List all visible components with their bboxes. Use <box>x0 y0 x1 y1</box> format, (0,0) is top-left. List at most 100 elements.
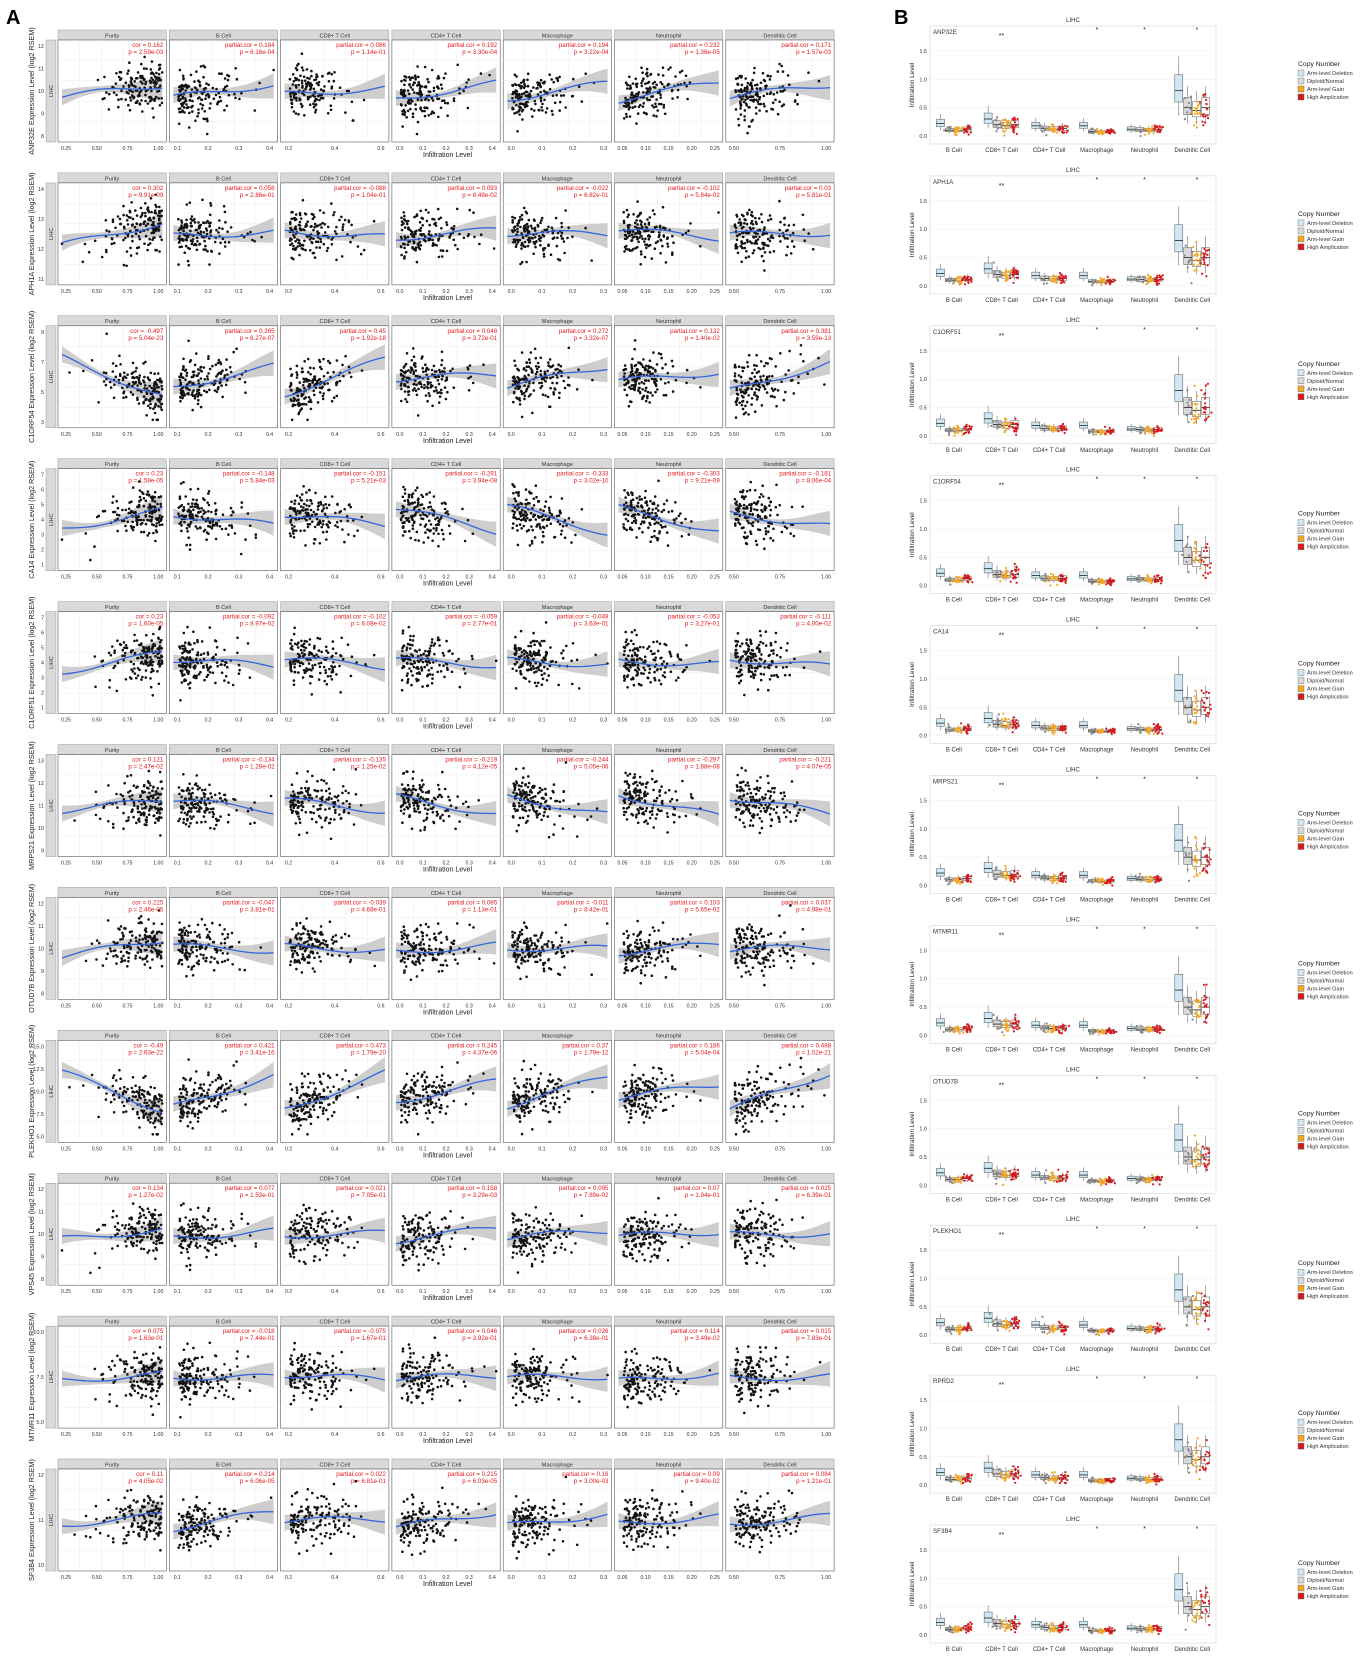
data-point <box>652 106 656 109</box>
data-point <box>289 381 293 385</box>
data-point <box>644 364 648 368</box>
data-point <box>427 529 431 532</box>
data-point <box>240 501 244 504</box>
data-point <box>109 653 113 657</box>
data-point <box>402 108 406 112</box>
data-point <box>580 100 584 103</box>
data-point <box>159 495 163 498</box>
data-point <box>210 249 213 253</box>
data-point <box>752 236 756 239</box>
data-point <box>193 363 197 367</box>
data-point <box>101 97 105 101</box>
data-point <box>401 521 404 525</box>
data-point <box>221 237 225 241</box>
data-point <box>513 359 516 363</box>
data-point <box>303 386 306 390</box>
data-point <box>293 398 297 401</box>
data-point <box>741 235 745 239</box>
data-point <box>199 366 202 369</box>
data-point <box>315 224 319 228</box>
data-point <box>189 217 193 221</box>
data-point <box>141 675 144 679</box>
data-point <box>744 256 748 260</box>
data-point <box>519 262 522 266</box>
data-point <box>768 514 772 517</box>
data-point <box>642 111 646 114</box>
data-point <box>784 390 787 394</box>
correlation-label: partial.cor = 0.132 <box>670 328 720 335</box>
row-strip-label: LIHC <box>49 656 55 669</box>
data-point <box>739 104 743 108</box>
data-point <box>444 511 448 515</box>
data-point <box>428 519 431 523</box>
data-point <box>774 365 777 368</box>
data-point <box>149 677 152 680</box>
data-point <box>185 543 188 547</box>
data-point <box>757 388 761 392</box>
data-point <box>196 506 199 510</box>
correlation-label: partial.cor = 0.381 <box>781 328 831 335</box>
correlation-label: partial.cor = 0.194 <box>559 42 609 49</box>
data-point <box>549 376 552 380</box>
data-point <box>322 211 326 215</box>
data-point <box>401 495 405 499</box>
data-point <box>438 370 442 374</box>
data-point <box>567 517 571 520</box>
data-point <box>755 112 758 115</box>
data-point <box>359 252 363 256</box>
data-point <box>154 529 158 532</box>
data-point <box>529 94 532 98</box>
data-point <box>577 85 581 88</box>
column-strip-label: CD8+ T Cell <box>320 33 350 39</box>
data-point <box>153 490 157 494</box>
data-point <box>751 371 754 375</box>
data-point <box>750 503 753 506</box>
data-point <box>540 377 544 381</box>
data-point <box>156 656 160 659</box>
data-point <box>195 498 198 502</box>
data-point <box>68 371 71 374</box>
data-point <box>764 84 767 88</box>
data-point <box>305 499 309 502</box>
data-point <box>311 379 314 382</box>
data-point <box>737 123 741 127</box>
data-point <box>148 242 152 245</box>
data-point <box>425 385 429 389</box>
data-point <box>521 118 524 121</box>
data-point <box>421 495 425 499</box>
data-point <box>641 520 644 523</box>
data-point <box>227 93 231 97</box>
data-point <box>310 74 313 78</box>
data-point <box>517 503 520 506</box>
data-point <box>523 394 527 398</box>
correlation-label: partial.cor = 0.184 <box>225 42 275 49</box>
data-point <box>185 218 188 222</box>
data-point <box>405 116 409 119</box>
data-point <box>443 507 447 511</box>
data-point <box>563 251 566 255</box>
data-point <box>130 82 133 85</box>
data-point <box>403 243 406 246</box>
data-point <box>300 79 304 83</box>
data-point <box>563 386 567 390</box>
x-tick-label: 0.1 <box>538 289 545 295</box>
data-point <box>123 654 126 658</box>
data-point <box>184 514 188 518</box>
data-point <box>308 504 311 508</box>
data-point <box>416 98 420 101</box>
data-point <box>670 509 674 513</box>
data-point <box>685 368 689 372</box>
data-point <box>534 245 537 249</box>
data-point <box>158 63 162 67</box>
data-point <box>769 217 773 221</box>
data-point <box>182 357 185 361</box>
data-point <box>648 235 652 238</box>
data-point <box>441 249 445 252</box>
data-point <box>624 501 628 505</box>
data-point <box>535 367 539 371</box>
data-point <box>749 228 753 231</box>
data-point <box>580 508 584 511</box>
data-point <box>102 380 106 383</box>
